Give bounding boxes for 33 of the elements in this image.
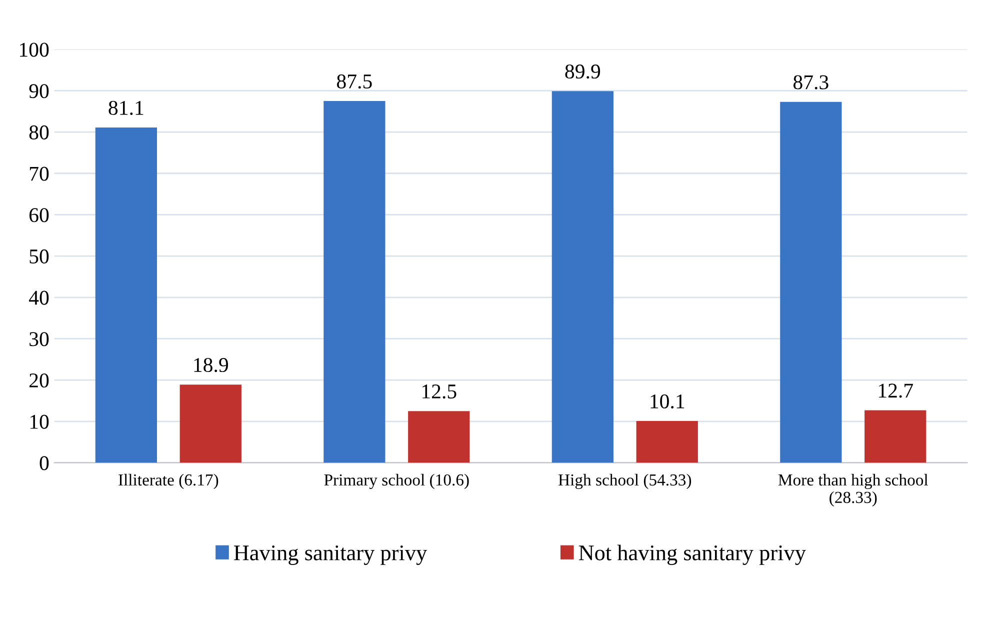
data-label: 89.9 — [565, 64, 600, 79]
bar — [864, 410, 926, 463]
data-label: 12.7 — [878, 384, 913, 398]
data-label: 12.5 — [422, 384, 456, 399]
y-tick-label: 40 — [28, 290, 49, 305]
y-tick-label: 100 — [20, 42, 49, 57]
bar — [408, 411, 470, 463]
y-tick-label: 30 — [30, 332, 49, 346]
bar — [180, 384, 242, 463]
data-label: 10.1 — [650, 394, 684, 409]
y-tick-label: 60 — [29, 208, 49, 222]
y-tick-label: 70 — [30, 166, 49, 181]
bar — [324, 101, 386, 463]
data-label: 87.5 — [336, 74, 372, 89]
y-tick-label: 50 — [30, 249, 49, 264]
bar — [95, 127, 157, 463]
bar — [636, 421, 698, 463]
y-tick-label: 20 — [30, 373, 49, 388]
y-tick-label: 80 — [29, 125, 49, 140]
data-label: 87.3 — [793, 75, 828, 90]
data-label: 81.1 — [108, 100, 144, 116]
x-tick-label: Primary school (10.6) — [324, 474, 469, 490]
legend-label: Not having sanitary privy — [578, 544, 806, 565]
legend-label: Having sanitary privy — [234, 545, 428, 565]
data-label: 18.9 — [194, 358, 228, 372]
y-tick-label: 90 — [29, 84, 49, 98]
y-tick-label: 0 — [40, 456, 49, 470]
x-tick-label: Illiterate (6.17) — [118, 474, 218, 489]
x-tick-label: More than high school (28.33) — [778, 474, 928, 506]
bar — [552, 91, 614, 463]
x-tick-label: High school (54.33) — [558, 474, 692, 490]
y-tick-label: 10 — [30, 414, 49, 429]
bar — [780, 102, 842, 463]
